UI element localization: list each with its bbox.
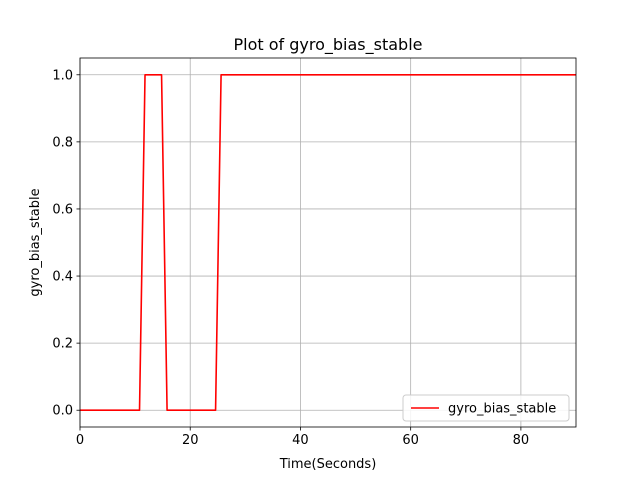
- grid: [79, 58, 576, 427]
- y-tick-label: 0.2: [52, 337, 73, 352]
- x-tick-label: 80: [513, 433, 530, 448]
- y-tick-label: 0.6: [52, 202, 73, 217]
- y-axis: 0.0 0.2 0.4 0.6 0.8 1.0: [52, 68, 80, 419]
- legend-box: [402, 394, 570, 422]
- x-tick-label: 60: [402, 433, 419, 448]
- y-tick-label: 0.8: [52, 135, 73, 150]
- x-tick-label: 20: [182, 433, 199, 448]
- x-tick-label: 40: [292, 433, 309, 448]
- series-layer: [80, 73, 576, 412]
- x-tick-label: 0: [76, 433, 84, 448]
- y-tick-label: 1.0: [52, 68, 73, 83]
- legend: gyro_bias_stable: [402, 394, 570, 422]
- y-tick-label: 0.0: [52, 404, 73, 419]
- y-tick-label: 0.4: [52, 270, 73, 285]
- series-line: [80, 73, 576, 412]
- plot-area-frame: [79, 57, 577, 428]
- chart-title: Plot of gyro_bias_stable: [234, 35, 423, 55]
- x-axis-label: Time(Seconds): [279, 457, 377, 472]
- x-axis: 0 20 40 60 80: [76, 427, 529, 448]
- y-axis-label: gyro_bias_stable: [28, 188, 43, 296]
- legend-label: gyro_bias_stable: [448, 402, 556, 417]
